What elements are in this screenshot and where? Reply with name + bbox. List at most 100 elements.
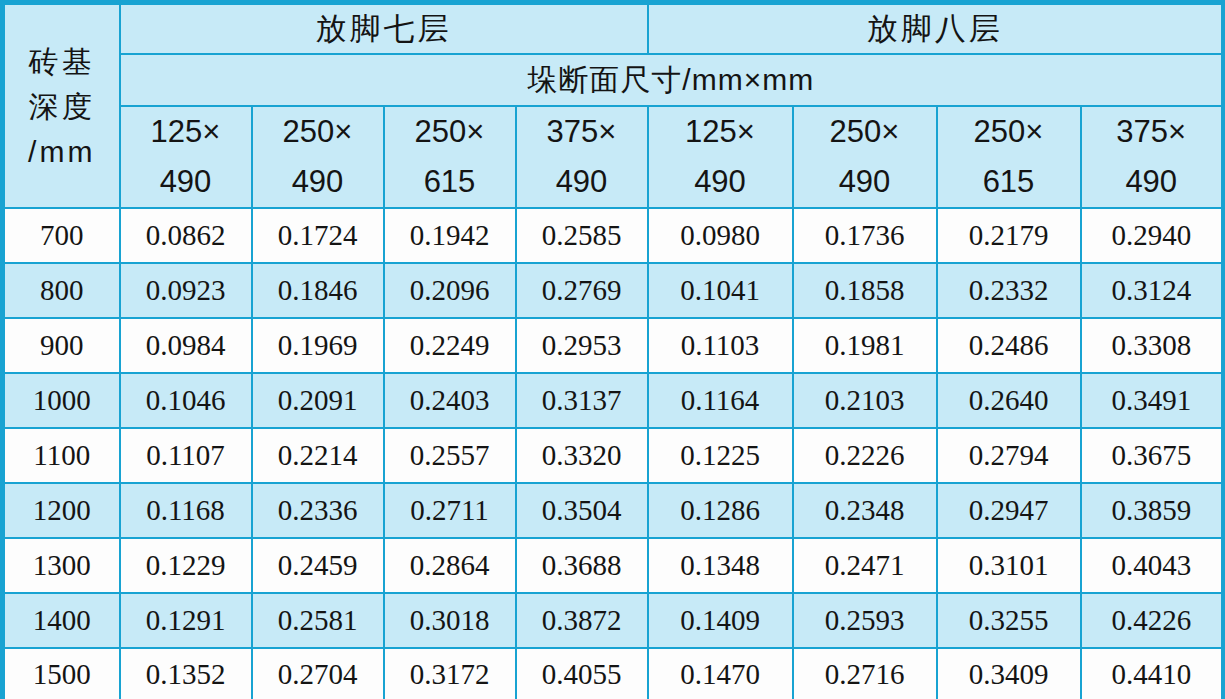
value-cell: 0.2716 xyxy=(793,648,937,699)
value-cell: 0.1225 xyxy=(648,428,793,483)
column-header-line2: 490 xyxy=(121,157,251,207)
value-cell: 0.3504 xyxy=(516,483,648,538)
column-header-cell: 250× 490 xyxy=(252,106,384,208)
column-header-cell: 375× 490 xyxy=(1081,106,1224,208)
value-cell: 0.3872 xyxy=(516,593,648,648)
depth-cell: 900 xyxy=(3,318,120,373)
value-cell: 0.3859 xyxy=(1081,483,1224,538)
section-header-cell: 垛断面尺寸/mm×mm xyxy=(120,54,1224,106)
table-row: 11000.11070.22140.25570.33200.12250.2226… xyxy=(3,428,1224,483)
value-cell: 0.1291 xyxy=(120,593,252,648)
value-cell: 0.2581 xyxy=(252,593,384,648)
value-cell: 0.2214 xyxy=(252,428,384,483)
depth-cell: 1000 xyxy=(3,373,120,428)
corner-header-line2: 深度 xyxy=(5,84,119,129)
table-row: 15000.13520.27040.31720.40550.14700.2716… xyxy=(3,648,1224,699)
column-header-line1: 125× xyxy=(649,107,792,157)
column-header-cell: 125× 490 xyxy=(648,106,793,208)
value-cell: 0.2704 xyxy=(252,648,384,699)
value-cell: 0.1286 xyxy=(648,483,793,538)
table-body: 7000.08620.17240.19420.25850.09800.17360… xyxy=(3,208,1224,699)
column-header-line2: 490 xyxy=(649,157,792,207)
value-cell: 0.1409 xyxy=(648,593,793,648)
table-row: 12000.11680.23360.27110.35040.12860.2348… xyxy=(3,483,1224,538)
value-cell: 0.2336 xyxy=(252,483,384,538)
value-cell: 0.3255 xyxy=(937,593,1081,648)
column-header-line2: 615 xyxy=(938,157,1080,207)
masonry-footing-table: 砖基 深度 /mm 放脚七层 放脚八层 垛断面尺寸/mm×mm 125× 490… xyxy=(0,0,1225,699)
value-cell: 0.3409 xyxy=(937,648,1081,699)
value-cell: 0.2947 xyxy=(937,483,1081,538)
value-cell: 0.1352 xyxy=(120,648,252,699)
value-cell: 0.3320 xyxy=(516,428,648,483)
value-cell: 0.2249 xyxy=(384,318,516,373)
depth-cell: 700 xyxy=(3,208,120,263)
column-header-line2: 490 xyxy=(253,157,383,207)
value-cell: 0.3018 xyxy=(384,593,516,648)
value-cell: 0.2179 xyxy=(937,208,1081,263)
column-header-line1: 375× xyxy=(1082,107,1222,157)
group-header-eight-layers: 放脚八层 xyxy=(648,3,1224,55)
depth-cell: 1500 xyxy=(3,648,120,699)
column-header-cell: 250× 615 xyxy=(384,106,516,208)
column-header-line2: 615 xyxy=(385,157,515,207)
column-header-line1: 250× xyxy=(794,107,936,157)
depth-cell: 1100 xyxy=(3,428,120,483)
value-cell: 0.3172 xyxy=(384,648,516,699)
column-header-line1: 375× xyxy=(517,107,647,157)
table-row: 7000.08620.17240.19420.25850.09800.17360… xyxy=(3,208,1224,263)
value-cell: 0.0980 xyxy=(648,208,793,263)
column-header-line2: 490 xyxy=(1082,157,1222,207)
table-row: 13000.12290.24590.28640.36880.13480.2471… xyxy=(3,538,1224,593)
table-row: 10000.10460.20910.24030.31370.11640.2103… xyxy=(3,373,1224,428)
value-cell: 0.1846 xyxy=(252,263,384,318)
value-cell: 0.2103 xyxy=(793,373,937,428)
value-cell: 0.2471 xyxy=(793,538,937,593)
value-cell: 0.0862 xyxy=(120,208,252,263)
value-cell: 0.1041 xyxy=(648,263,793,318)
value-cell: 0.4226 xyxy=(1081,593,1224,648)
value-cell: 0.2557 xyxy=(384,428,516,483)
value-cell: 0.1470 xyxy=(648,648,793,699)
value-cell: 0.3137 xyxy=(516,373,648,428)
value-cell: 0.2769 xyxy=(516,263,648,318)
value-cell: 0.0984 xyxy=(120,318,252,373)
value-cell: 0.2096 xyxy=(384,263,516,318)
value-cell: 0.2332 xyxy=(937,263,1081,318)
value-cell: 0.2348 xyxy=(793,483,937,538)
table-row: 8000.09230.18460.20960.27690.10410.18580… xyxy=(3,263,1224,318)
value-cell: 0.2953 xyxy=(516,318,648,373)
corner-header-line3: /mm xyxy=(5,129,119,174)
depth-cell: 800 xyxy=(3,263,120,318)
value-cell: 0.2794 xyxy=(937,428,1081,483)
value-cell: 0.2091 xyxy=(252,373,384,428)
column-header-cell: 250× 615 xyxy=(937,106,1081,208)
header-row-dimensions: 125× 490 250× 490 250× 615 375× 490 125× xyxy=(3,106,1224,208)
value-cell: 0.2403 xyxy=(384,373,516,428)
value-cell: 0.3675 xyxy=(1081,428,1224,483)
column-header-line1: 125× xyxy=(121,107,251,157)
value-cell: 0.1348 xyxy=(648,538,793,593)
column-header-line1: 250× xyxy=(253,107,383,157)
corner-header-line1: 砖基 xyxy=(5,39,119,84)
value-cell: 0.1858 xyxy=(793,263,937,318)
value-cell: 0.2593 xyxy=(793,593,937,648)
masonry-footing-table-page: 砖基 深度 /mm 放脚七层 放脚八层 垛断面尺寸/mm×mm 125× 490… xyxy=(0,0,1225,699)
value-cell: 0.1981 xyxy=(793,318,937,373)
column-header-line1: 250× xyxy=(385,107,515,157)
value-cell: 0.2585 xyxy=(516,208,648,263)
value-cell: 0.3688 xyxy=(516,538,648,593)
value-cell: 0.1724 xyxy=(252,208,384,263)
column-header-cell: 125× 490 xyxy=(120,106,252,208)
value-cell: 0.1164 xyxy=(648,373,793,428)
value-cell: 0.3124 xyxy=(1081,263,1224,318)
value-cell: 0.4410 xyxy=(1081,648,1224,699)
value-cell: 0.2711 xyxy=(384,483,516,538)
value-cell: 0.2864 xyxy=(384,538,516,593)
column-header-line2: 490 xyxy=(517,157,647,207)
value-cell: 0.2486 xyxy=(937,318,1081,373)
corner-header-cell: 砖基 深度 /mm xyxy=(3,3,120,209)
column-header-line2: 490 xyxy=(794,157,936,207)
value-cell: 0.0923 xyxy=(120,263,252,318)
value-cell: 0.2940 xyxy=(1081,208,1224,263)
